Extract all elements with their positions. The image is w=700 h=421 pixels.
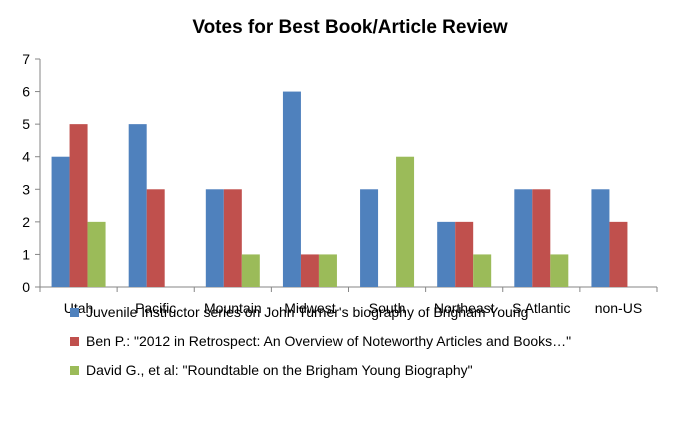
y-tick-label: 4 [22, 149, 30, 165]
legend: Juvenile Instructor series on John Turne… [70, 304, 571, 378]
bar-series-3-utah [87, 221, 106, 287]
bar-series-3-s-atlantic [550, 254, 569, 287]
bar-series-1-s-atlantic [514, 189, 533, 287]
bar-series-2-utah [69, 124, 88, 288]
x-category-label: Pacific [135, 300, 176, 316]
legend-swatch-2 [70, 337, 79, 346]
bar-series-2-non-us [609, 221, 628, 287]
bar-series-2-pacific [146, 189, 165, 287]
x-category-label: non-US [595, 300, 642, 316]
y-tick-label: 7 [22, 51, 30, 67]
x-category-label: Northeast [434, 300, 495, 316]
y-axis: 0 1 2 3 4 5 6 7 [22, 51, 41, 295]
y-tick-label: 2 [22, 214, 30, 230]
bars-group [51, 91, 628, 288]
bar-series-2-mountain [223, 189, 242, 287]
bar-series-1-non-us [591, 189, 610, 287]
legend-label-1: Juvenile Instructor series on John Turne… [86, 304, 528, 320]
y-tick-label: 0 [22, 279, 30, 295]
x-category-label: Mountain [204, 300, 262, 316]
legend-label-3: David G., et al: "Roundtable on the Brig… [86, 362, 473, 378]
legend-swatch-3 [70, 366, 79, 375]
bar-series-2-midwest [300, 254, 319, 287]
bar-series-3-south [396, 156, 415, 287]
y-tick-label: 1 [22, 246, 30, 262]
bar-series-1-pacific [128, 124, 147, 288]
bar-series-1-mountain [205, 189, 224, 287]
legend-swatch-1 [70, 308, 79, 317]
bar-series-1-south [360, 189, 379, 287]
legend-label-2: Ben P.: "2012 in Retrospect: An Overview… [86, 333, 571, 349]
y-tick-label: 3 [22, 181, 30, 197]
chart-title: Votes for Best Book/Article Review [192, 17, 508, 38]
x-axis: UtahPacificMountainMidwestSouthNortheast… [39, 286, 658, 316]
bar-series-1-northeast [437, 221, 456, 287]
y-tick-label: 5 [22, 116, 30, 132]
x-category-label: S Atlantic [512, 300, 570, 316]
x-category-label: Midwest [284, 300, 335, 316]
bar-series-1-utah [51, 156, 70, 287]
bar-series-3-mountain [241, 254, 260, 287]
x-category-label: South [369, 300, 406, 316]
bar-series-2-northeast [455, 221, 474, 287]
bar-series-3-midwest [318, 254, 337, 287]
bar-series-3-northeast [473, 254, 492, 287]
y-tick-label: 6 [22, 84, 30, 100]
bar-series-1-midwest [282, 91, 301, 287]
bar-series-2-s-atlantic [532, 189, 551, 287]
